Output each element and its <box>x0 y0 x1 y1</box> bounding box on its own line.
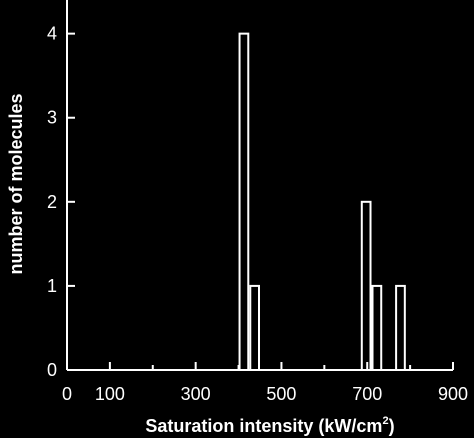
x-tick-label: 100 <box>95 384 125 404</box>
x-tick-label: 500 <box>266 384 296 404</box>
bars-group <box>238 32 406 372</box>
x-tick-label: 300 <box>181 384 211 404</box>
y-axis-title: number of molecules <box>6 93 26 274</box>
histogram-bar <box>238 32 250 372</box>
x-axis-title-suffix: ) <box>389 416 395 436</box>
x-tick-label: 700 <box>352 384 382 404</box>
y-tick-label: 3 <box>47 108 57 128</box>
x-axis-title: Saturation intensity (kW/cm2) <box>145 415 394 436</box>
y-tick-label: 1 <box>47 276 57 296</box>
x-axis-title-superscript: 2 <box>382 415 388 427</box>
tick-labels-group: 0 1 2 3 4 0 100 300 500 700 900 <box>47 24 468 404</box>
y-tick-label: 2 <box>47 192 57 212</box>
histogram-bar <box>395 284 406 371</box>
x-tick-label: 900 <box>438 384 468 404</box>
x-axis-title-main: Saturation intensity (kW/cm <box>145 416 382 436</box>
histogram-bar <box>371 284 383 371</box>
axes-group <box>66 0 454 371</box>
y-tick-label: 4 <box>47 24 57 44</box>
histogram-bar <box>249 284 260 371</box>
x-tick-label: 0 <box>62 384 72 404</box>
histogram-bar <box>360 200 372 371</box>
y-tick-label: 0 <box>47 360 57 380</box>
